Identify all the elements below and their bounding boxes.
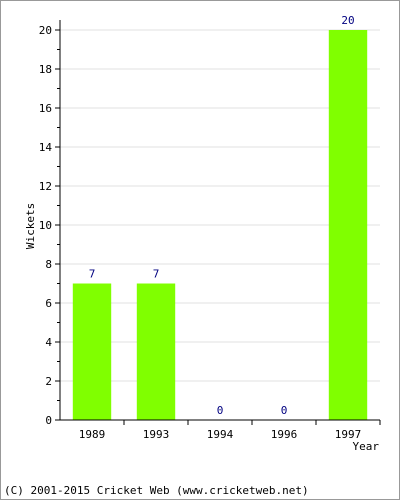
y-tick-label: 2 — [45, 375, 52, 388]
data-label: 7 — [153, 268, 160, 281]
x-axis-label: Year — [353, 440, 380, 453]
bars — [72, 30, 368, 420]
x-tick-label: 1989 — [79, 428, 106, 441]
y-tick-label: 10 — [39, 219, 52, 232]
x-tick-labels: 1989 1993 1994 1996 1997 — [79, 428, 362, 441]
y-axis-label: Wickets — [24, 203, 37, 249]
y-tick-label: 0 — [45, 414, 52, 427]
y-tick-labels: 0 2 4 6 8 10 12 14 16 18 20 — [39, 24, 53, 427]
x-tick-label: 1996 — [271, 428, 298, 441]
bar-1993 — [136, 283, 176, 420]
gridlines — [60, 29, 380, 382]
copyright-footer: (C) 2001-2015 Cricket Web (www.cricketwe… — [4, 484, 309, 497]
x-tick-label: 1997 — [335, 428, 362, 441]
x-tick-label: 1994 — [207, 428, 234, 441]
bar-1989 — [72, 283, 112, 420]
y-tick-label: 20 — [39, 24, 52, 37]
data-label: 7 — [89, 268, 96, 281]
data-labels: 7 7 0 0 20 — [89, 14, 355, 417]
data-label: 20 — [341, 14, 354, 27]
y-tick-label: 8 — [45, 258, 52, 271]
x-tick-label: 1993 — [143, 428, 170, 441]
y-tick-label: 6 — [45, 297, 52, 310]
y-tick-label: 14 — [39, 141, 53, 154]
data-label: 0 — [281, 404, 288, 417]
y-tick-label: 12 — [39, 180, 52, 193]
y-tick-label: 18 — [39, 63, 52, 76]
bar-1997 — [328, 30, 368, 420]
y-tick-label: 4 — [45, 336, 52, 349]
axes — [55, 20, 381, 425]
y-tick-label: 16 — [39, 102, 52, 115]
data-label: 0 — [217, 404, 224, 417]
